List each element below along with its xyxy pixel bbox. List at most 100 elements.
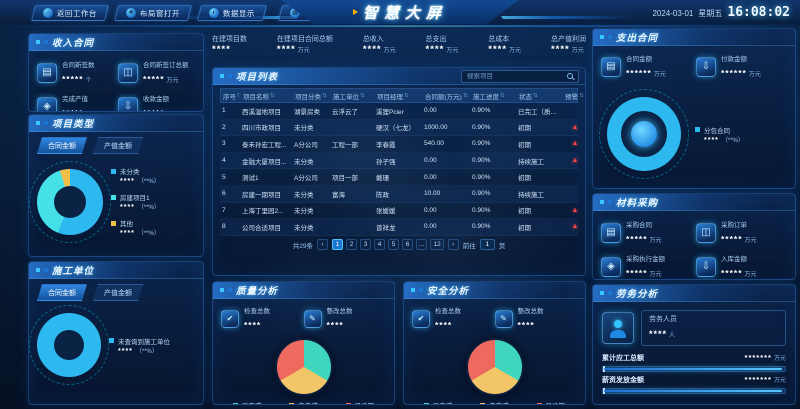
progress-bar — [602, 388, 786, 394]
kpi-label: 在建项目数 — [212, 36, 247, 43]
cell-project-name: 泰禾孙宏工程... — [242, 141, 287, 149]
column-header[interactable]: 合同额(万元) ⇅ — [425, 92, 468, 101]
page-button[interactable]: 2 — [346, 239, 358, 251]
column-header[interactable]: 项目名称 ⇅ — [243, 92, 275, 101]
table-row[interactable]: 5 测试1 A分公司 项目一部 戴珊 0.00 0.90% 初期 ▲ — [220, 169, 578, 186]
legend-item: 分包合同 **** （**%） — [695, 125, 744, 144]
kpi-unit: 万元 — [446, 48, 459, 54]
search-icon[interactable] — [567, 73, 573, 79]
table-row[interactable]: 8 公司合适项目 未分类 曾祥龙 0.00 0.90% 初期 ▲ — [220, 219, 578, 236]
sort-icon[interactable]: ⇅ — [360, 92, 365, 99]
tab[interactable]: 产值金额 — [93, 284, 143, 301]
cell-category: 未分类 — [294, 158, 314, 166]
table-row[interactable]: 6 房建一期项目 未分类 富海 陈政 10.00 0.90% 持续施工 ▲ — [220, 185, 578, 203]
kpi-unit: 万元 — [297, 48, 310, 54]
income-header: 收入合同 — [29, 34, 203, 51]
goto-page-input[interactable] — [479, 239, 495, 251]
sort-icon[interactable]: ⇅ — [322, 92, 327, 99]
cell-manager: 硬汉（七龙） — [376, 125, 415, 133]
cell-status: 初期 — [518, 175, 531, 183]
display-icon[interactable]: ◐ 数据显示 — [197, 5, 267, 21]
legend-value: **** — [120, 178, 135, 185]
sort-icon[interactable]: ⇅ — [500, 92, 505, 99]
labor-title: 劳务分析 — [616, 289, 659, 300]
cell-progress: 0.90% — [472, 223, 491, 231]
page-button[interactable]: 12 — [430, 239, 444, 251]
layout-icon[interactable]: ❖ 布局窗打开 — [114, 5, 192, 21]
purchase-order-icon: ◫ — [696, 223, 716, 243]
cell-progress: 0.90% — [472, 123, 491, 131]
prev-page-button[interactable]: ‹ — [317, 239, 329, 251]
column-header[interactable]: 序号⇅ — [221, 91, 239, 101]
builders-title: 施工单位 — [52, 266, 95, 277]
table-row[interactable]: 3 泰禾孙宏工程... A分公司 工程一部 李春霞 540.00 0.90% 初… — [220, 136, 578, 153]
legend-pct: （**%） — [721, 137, 744, 144]
column-header[interactable]: 预警 ⇅ — [565, 92, 584, 101]
labor-bar-label: 累计应工总额 — [602, 355, 644, 362]
material-panel: 材料采购 ▤ 采购合同 ***** 万元 ◫ 采购订单 ***** 万元 ◈ — [592, 193, 796, 280]
page-button[interactable]: 6 — [402, 239, 414, 251]
project-type-title: 项目类型 — [52, 119, 95, 130]
page-button[interactable]: 3 — [360, 239, 372, 251]
search-input[interactable] — [467, 72, 563, 80]
builders-donut-chart — [29, 305, 109, 385]
kpi-item: 总收入 **** 万元 — [363, 34, 396, 55]
datetime-display: 2024-03-01 星期五 16:08:02 — [652, 5, 790, 20]
cell-project-name: 测试1 — [242, 175, 259, 183]
legend-item: 已完成 **** — [423, 400, 452, 404]
column-header[interactable]: 项目经理 ⇅ — [377, 92, 409, 101]
income-item-label: 完成产值 — [62, 96, 88, 103]
sort-icon[interactable]: ⇅ — [270, 92, 275, 99]
person-icon — [602, 312, 634, 344]
cell-amount: 0.00 — [424, 107, 437, 115]
labor-bar-unit: 万元 — [773, 378, 786, 384]
table-row[interactable]: 2 四川市政项目 未分类 硬汉（七龙） 1000.00 0.90% 初期 ▲ — [220, 119, 578, 137]
material-item-unit: 万元 — [649, 238, 662, 244]
material-item-value: ***** — [626, 268, 648, 278]
stat-item: ✔ 检查总数 **** — [221, 305, 304, 333]
legend-swatch-icon — [423, 402, 429, 404]
column-header[interactable]: 项目分类 ⇅ — [295, 92, 327, 101]
material-item-label: 入库金额 — [721, 256, 747, 263]
quality-title: 质量分析 — [236, 286, 279, 297]
cell-status: 初期 — [518, 224, 531, 232]
page-button[interactable]: ... — [416, 239, 428, 251]
cell-no: 5 — [222, 173, 226, 181]
column-header[interactable]: 施工进度 ⇅ — [473, 92, 505, 101]
column-header[interactable]: 施工单位 ⇅ — [333, 92, 365, 101]
kpi-value: **** — [212, 44, 231, 55]
table-row[interactable]: 1 西溪湿地项目 湖景房类 云浮云了 溪狸Pcier 0.00 0.90% 已完… — [220, 103, 578, 120]
legend-item: 其他 **** （**%） — [111, 218, 160, 237]
income-panel: 收入合同 ▤ 合同新签数 ***** 个 ◫ 合同新签订总额 ***** 万元 ◈ — [28, 33, 204, 112]
kpi-item: 在建项目数 **** — [212, 34, 247, 55]
sort-icon[interactable]: ⇅ — [533, 92, 538, 99]
table-row[interactable]: 4 金融大厦项目... 未分类 孙子强 0.00 0.90% 持续施工 ▲ — [220, 152, 578, 170]
legend-value: **** — [120, 230, 135, 237]
tab[interactable]: 合同金额 — [37, 137, 87, 154]
tab[interactable]: 合同金额 — [37, 284, 87, 301]
income-item-value: ***** — [143, 108, 165, 111]
page-button[interactable]: 1 — [332, 239, 344, 251]
cell-amount: 0.00 — [424, 223, 437, 231]
expense-donut-chart — [599, 89, 689, 179]
material-item: ▤ 采购合同 ***** 万元 — [601, 219, 692, 247]
sort-icon[interactable]: ⇅ — [462, 92, 468, 99]
quality-panel: 质量分析 ✔ 检查总数 **** ✎ 整改总数 **** — [212, 281, 395, 405]
home-icon[interactable]: ⌂ 返回工作台 — [31, 5, 109, 21]
kpi-strip: 在建项目数 **** 在建项目合同总额 **** 万元 总收入 **** 万元 总支… — [212, 34, 586, 55]
sort-icon[interactable]: ⇅ — [237, 93, 239, 99]
page-button[interactable]: 5 — [388, 239, 400, 251]
material-grid: ▤ 采购合同 ***** 万元 ◫ 采购订单 ***** 万元 ◈ 采购执行金额 *… — [593, 211, 795, 279]
next-page-button[interactable]: › — [447, 239, 459, 251]
header-marker-icon — [600, 200, 604, 204]
tab[interactable]: 产值金额 — [93, 137, 143, 154]
legend-label: 未完成 — [489, 400, 509, 404]
nav-button-label: 布局窗打开 — [140, 8, 180, 18]
table-row[interactable]: 7 上海丁里园2... 未分类 张媛媛 0.00 0.90% 初期 ▲ — [220, 203, 578, 220]
page-button[interactable]: 4 — [374, 239, 386, 251]
sort-icon[interactable]: ⇅ — [404, 92, 409, 99]
sort-icon[interactable]: ⇅ — [579, 92, 584, 99]
cell-amount: 0.00 — [424, 173, 437, 181]
header-marker-icon — [36, 40, 40, 44]
column-header[interactable]: 状态 ⇅ — [519, 92, 538, 101]
